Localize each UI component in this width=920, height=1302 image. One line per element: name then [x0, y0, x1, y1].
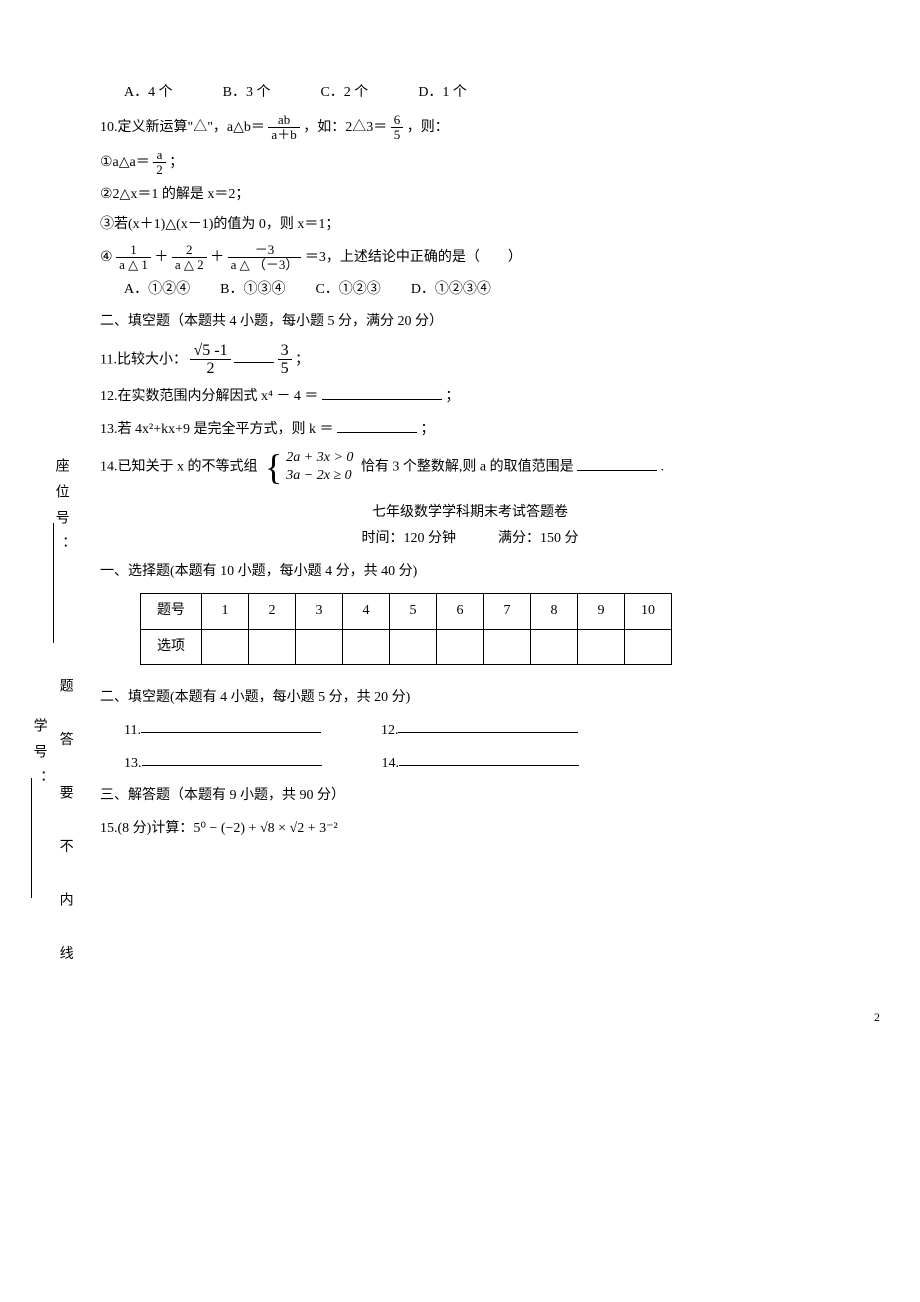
fill-blank-12 — [398, 718, 578, 733]
fill-blank-14 — [399, 751, 579, 766]
tr-label: 选项 — [141, 629, 202, 665]
fill-blank-11 — [141, 718, 321, 733]
section2-title: 二、填空题（本题共 4 小题，每小题 5 分，满分 20 分） — [100, 309, 840, 336]
q10-stem: 10.定义新运算"△"，a△b＝ ab a＋b ，如：2△3＝ 6 5 ，则： — [100, 113, 840, 143]
q11: 11.比较大小： √5 -1 2 3 5 ； — [100, 342, 840, 378]
fill-blank-13 — [142, 751, 322, 766]
answer-sec1: 一、选择题(本题有 10 小题，每小题 4 分，共 40 分) — [100, 559, 840, 586]
fill-row-1: 11. 12. — [100, 718, 840, 745]
q10-item2: ②2△x＝1 的解是 x＝2； — [100, 182, 840, 209]
q10-item3: ③若(x＋1)△(x－1)的值为 0，则 x＝1； — [100, 212, 840, 239]
q12: 12.在实数范围内分解因式 x⁴ － 4 ＝ ； — [100, 384, 840, 411]
answer-sec2: 二、填空题(本题有 4 小题，每小题 5 分，共 20 分) — [100, 685, 840, 712]
answer-sheet-timing: 时间：120 分钟 满分：150 分 — [100, 526, 840, 553]
q12-blank — [322, 385, 442, 400]
th-label: 题号 — [141, 594, 202, 630]
q9-opt-d: D．1 个 — [418, 80, 467, 107]
q10-options: A．①②④ B．①③④ C．①②③ D．①②③④ — [124, 277, 840, 304]
q9-options: A．4 个 B．3 个 C．2 个 D．1 个 — [124, 80, 840, 107]
q9-opt-a: A．4 个 — [124, 80, 173, 107]
fold-warning: 题 答 要 不 内 线 — [51, 678, 78, 978]
page-number: 2 — [874, 1006, 880, 1029]
q10-opt-c: C．①②③ — [315, 277, 380, 304]
q10-opt-a: A．①②④ — [124, 277, 190, 304]
q10-item1: ①a△a＝ a 2 ； — [100, 148, 840, 178]
q13-blank — [337, 418, 417, 433]
answer-sheet-title: 七年级数学学科期末考试答题卷 — [100, 500, 840, 527]
fill-row-2: 13. 14. — [100, 751, 840, 778]
q15: 15.(8 分)计算：5⁰ − (−2) + √8 × √2 + 3⁻² — [100, 816, 840, 843]
brace-icon: { — [265, 449, 282, 485]
q9-opt-b: B．3 个 — [223, 80, 271, 107]
answer-sec3: 三、解答题（本题有 9 小题，共 90 分） — [100, 783, 840, 810]
q11-blank — [234, 348, 274, 363]
q10-opt-b: B．①③④ — [220, 277, 285, 304]
table-row: 题号 1 2 3 4 5 6 7 8 9 10 — [141, 594, 672, 630]
q14-blank — [577, 456, 657, 471]
answer-table: 题号 1 2 3 4 5 6 7 8 9 10 选项 — [140, 593, 672, 665]
q10-item4: ④ 1 a △ 1 ＋ 2 a △ 2 ＋ －3 a △ （－3） ＝3，上述结… — [100, 243, 840, 273]
q9-opt-c: C．2 个 — [320, 80, 368, 107]
table-row: 选项 — [141, 629, 672, 665]
binding-margin: 座位号： 学号： 题 答 要 不 内 线 — [25, 478, 75, 1038]
q13: 13.若 4x²+kx+9 是完全平方式，则 k ＝ ； — [100, 417, 840, 444]
q10-opt-d: D．①②③④ — [411, 277, 491, 304]
seat-label: 座位号： — [47, 458, 74, 562]
id-label: 学号： — [25, 718, 52, 796]
q14: 14.已知关于 x 的不等式组 { 2a + 3x > 0 3a − 2x ≥ … — [100, 449, 840, 485]
